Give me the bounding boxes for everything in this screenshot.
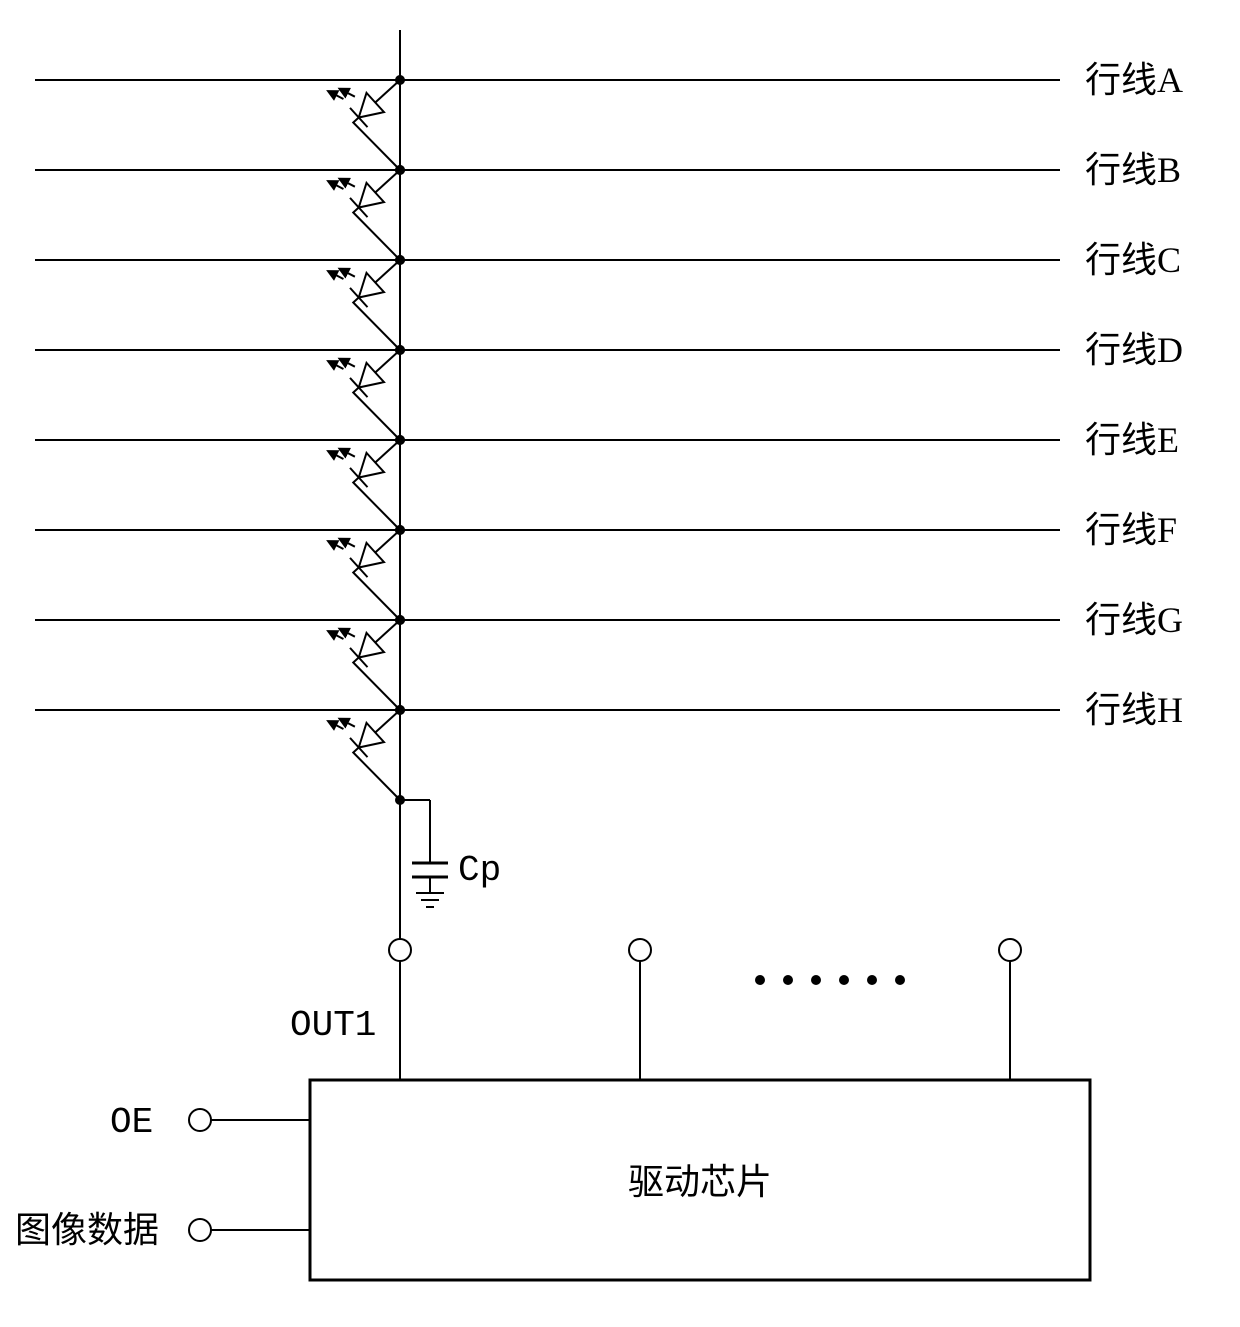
row-label: 行线D [1085,330,1183,370]
oe-label: OE [110,1102,153,1143]
out1-terminal [389,939,411,961]
led-diode-triangle [359,93,384,118]
out1-label: OUT1 [290,1005,376,1046]
row-label: 行线H [1085,690,1183,730]
led-emit-arrow [340,719,355,727]
oe-terminal [189,1109,211,1131]
row-label: 行线F [1085,510,1177,550]
led-lead [353,118,400,171]
led-lead [375,440,400,463]
row-label: 行线G [1085,600,1183,640]
row-label: 行线E [1085,420,1179,460]
led-diode-triangle [359,633,384,658]
led-emit-arrow [328,541,343,549]
ellipsis-dot [811,975,821,985]
imgdata-terminal [189,1219,211,1241]
led-diode-triangle [359,273,384,298]
imgdata-label: 图像数据 [15,1210,159,1250]
led-lead [375,80,400,103]
led-lead [353,208,400,261]
led-lead [353,658,400,711]
led-emit-arrow [328,91,343,99]
led-emit-arrow [340,629,355,637]
led-emit-arrow [328,451,343,459]
led-emit-arrow [340,449,355,457]
led-lead [375,170,400,193]
circuit-diagram: 行线A 行线B 行线C 行线D 行线E 行线F 行线G 行线H Cp OUT1 驱动芯片 OE 图像数据 [0,0,1240,1327]
led-lead [375,710,400,733]
led-diode-triangle [359,543,384,568]
led-emit-arrow [340,89,355,97]
ellipsis-dot [783,975,793,985]
led-diode-triangle [359,363,384,388]
ellipsis-dot [839,975,849,985]
driver-chip-label: 驱动芯片 [628,1162,772,1202]
led-emit-arrow [340,539,355,547]
led-emit-arrow [328,631,343,639]
row-label: 行线C [1085,240,1181,280]
led-lead [353,298,400,351]
led-diode-triangle [359,453,384,478]
led-lead [375,620,400,643]
led-lead [353,748,400,801]
led-emit-arrow [340,269,355,277]
ellipsis-dot [755,975,765,985]
ellipsis-dot [895,975,905,985]
row-label: 行线A [1085,60,1183,100]
led-lead [375,350,400,373]
led-diode-triangle [359,183,384,208]
led-emit-arrow [328,721,343,729]
led-lead [353,388,400,441]
cap-label: Cp [458,850,501,891]
led-emit-arrow [328,271,343,279]
led-emit-arrow [340,359,355,367]
ellipsis-dot [867,975,877,985]
led-emit-arrow [340,179,355,187]
led-emit-arrow [328,361,343,369]
led-lead [353,478,400,531]
led-emit-arrow [328,181,343,189]
led-diode-triangle [359,723,384,748]
out-terminal [629,939,651,961]
led-lead [375,260,400,283]
out-terminal [999,939,1021,961]
led-lead [353,568,400,621]
led-lead [375,530,400,553]
row-label: 行线B [1085,150,1181,190]
